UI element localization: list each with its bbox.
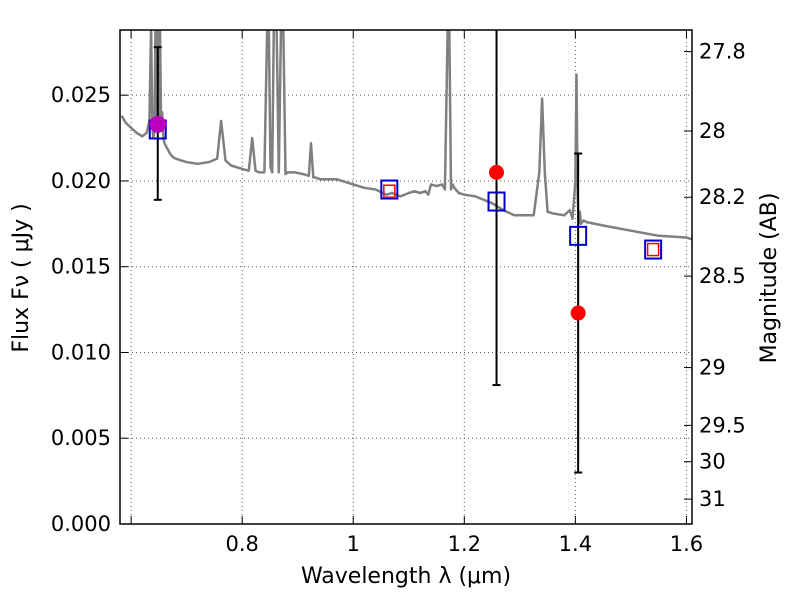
y-axis-right-title: Magnitude (AB): [757, 193, 782, 364]
observed-circle-marker: [489, 164, 505, 180]
right-tick-label: 30: [699, 450, 726, 474]
y-tick-label: 0.025: [51, 83, 111, 107]
observed-square-marker: [383, 184, 396, 198]
y-tick-label: 0.010: [51, 340, 111, 364]
model-square-marker: [380, 179, 399, 200]
axis-ticks: 0.8 1 1.2 1.4 1.6 0.000 0.005 0.010 0.015 0.020 0.…: [51, 30, 746, 556]
markers: [148, 115, 663, 321]
model-square-marker: [487, 191, 506, 212]
right-tick-label: 29: [699, 356, 726, 380]
plot-area: [120, 30, 692, 474]
x-tick-label: 1: [347, 532, 360, 556]
y-axis-title: Flux Fν ( μJy ): [9, 203, 34, 352]
x-tick-label: 0.8: [225, 532, 258, 556]
right-tick-label: 28.2: [699, 185, 746, 209]
spectrum-line: [120, 30, 692, 241]
x-tick-label: 1.6: [670, 532, 703, 556]
right-tick-label: 29.5: [699, 413, 746, 437]
model-square-marker: [569, 225, 588, 246]
x-axis-title: Wavelength λ (μm): [301, 564, 511, 589]
y-tick-label: 0.020: [51, 169, 111, 193]
observed-circle-marker: [570, 305, 586, 321]
model-square-marker: [644, 239, 663, 260]
x-tick-label: 1.2: [448, 532, 481, 556]
right-tick-label: 28.5: [699, 264, 746, 288]
right-tick-label: 31: [699, 487, 726, 511]
x-tick-label: 1.4: [559, 532, 592, 556]
special-circle-marker: [149, 115, 167, 133]
observed-square-marker: [646, 242, 660, 257]
plot-frame: [119, 29, 693, 525]
y-tick-label: 0.015: [51, 255, 111, 279]
y-tick-label: 0.000: [51, 512, 111, 536]
right-tick-label: 28: [699, 119, 726, 143]
y-tick-label: 0.005: [51, 426, 111, 450]
right-tick-label: 27.8: [699, 40, 746, 64]
